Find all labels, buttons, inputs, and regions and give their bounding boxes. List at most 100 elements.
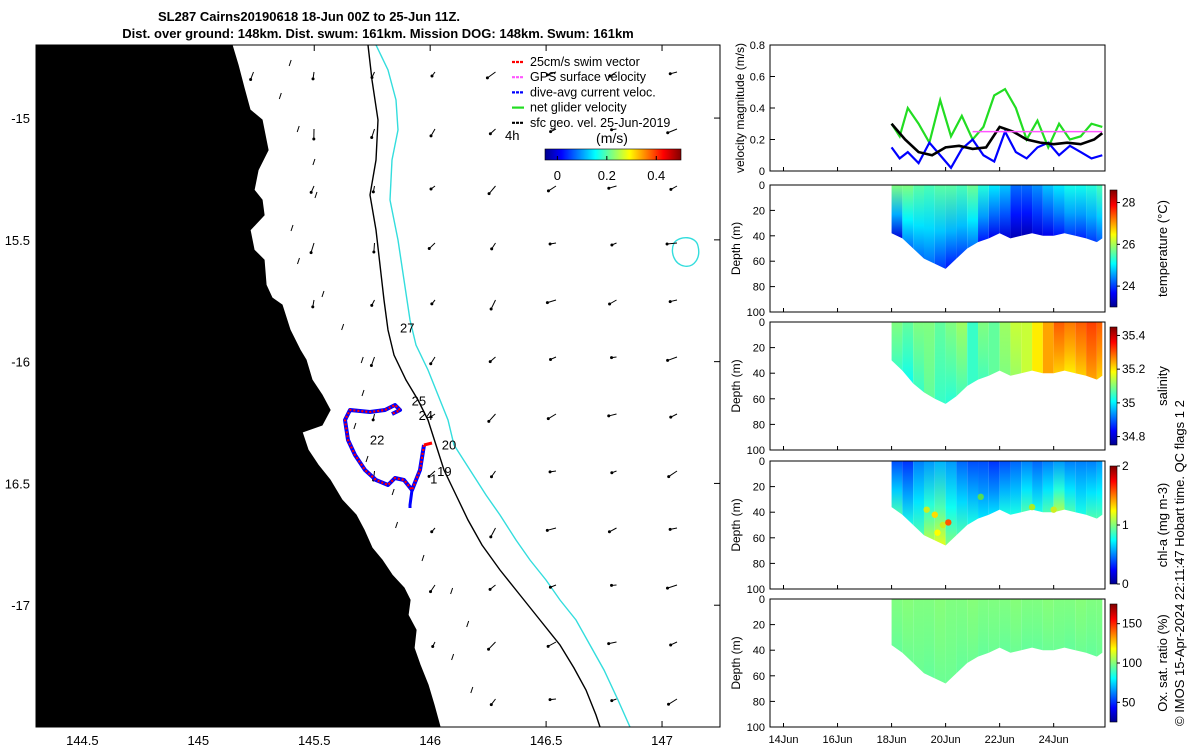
current-arrow-head — [607, 187, 610, 190]
current-arrow-head — [489, 535, 492, 538]
profile-ytick-label: 0 — [759, 180, 765, 192]
current-arrow-head — [669, 300, 672, 303]
current-arrow-head — [312, 77, 315, 80]
current-arrow-head — [370, 76, 373, 79]
profile-colorbar — [1110, 466, 1117, 584]
profile-cell — [978, 322, 989, 380]
profile-cell — [978, 599, 989, 657]
map-ytick-label: 15.5 — [5, 233, 30, 248]
profile-cell — [1000, 599, 1011, 653]
profile-cell — [946, 322, 957, 404]
profile-cell — [967, 461, 978, 525]
profile-cell — [1086, 461, 1097, 519]
current-arrow-head — [607, 414, 610, 417]
chl-spot — [945, 519, 951, 525]
chl-spot — [978, 494, 984, 500]
current-arrow-head — [431, 645, 434, 648]
current-arrow-head — [311, 305, 314, 308]
time-marker: 4h — [505, 128, 519, 143]
profile-cell — [1054, 599, 1065, 650]
colorbar-tick-label: 100 — [1122, 656, 1142, 670]
profile-cell — [1032, 599, 1043, 650]
profile-cell — [1064, 461, 1075, 512]
current-arrow-head — [667, 703, 670, 706]
profile-cell — [902, 461, 913, 525]
profile-cell — [978, 185, 989, 242]
day-label: 24 — [419, 408, 433, 423]
colorbar-tick-label: 0.2 — [598, 168, 616, 183]
legend-entry: 25cm/s swim vector — [530, 55, 640, 69]
map-colorbar — [545, 149, 681, 160]
velocity-ylabel: velocity magnitude (m/s) — [733, 43, 747, 173]
map-ytick-label: -17 — [11, 598, 30, 613]
time-xtick-label: 14Jun — [769, 734, 799, 746]
current-arrow-head — [549, 698, 552, 701]
profile-cell — [989, 185, 1000, 238]
chl-spot — [934, 529, 940, 535]
profile-cell — [1075, 599, 1086, 653]
current-arrow-head — [669, 416, 672, 419]
profile-cell — [1075, 185, 1086, 238]
profile-ytick-label: 0 — [759, 317, 765, 329]
day-label: 27 — [400, 320, 414, 335]
map-ytick-label: 16.5 — [5, 476, 30, 491]
footer-credit: © IMOS 15-Apr-2024 22:11:47 Hobart time.… — [1172, 400, 1187, 726]
profile-cell — [1086, 599, 1097, 657]
current-arrow-head — [610, 584, 613, 587]
profile-cell — [1043, 599, 1054, 650]
chl-spot — [1050, 506, 1056, 512]
profile-cell — [978, 461, 989, 519]
velocity-ytick-label: 0.2 — [750, 135, 765, 147]
profile-cell — [1086, 185, 1097, 242]
profile-cell — [924, 322, 935, 399]
profile-cell — [1032, 322, 1043, 373]
current-arrow-head — [310, 251, 313, 254]
map-xtick-label: 147 — [651, 733, 673, 748]
current-arrow-head — [549, 243, 552, 246]
colorbar-tick-label: 28 — [1122, 196, 1136, 210]
current-arrow-head — [549, 358, 552, 361]
profile-cell — [956, 322, 967, 396]
profile-cell — [1000, 185, 1011, 238]
day-label: 25 — [412, 393, 426, 408]
profile-cell — [956, 461, 967, 535]
current-arrow-head — [372, 250, 375, 253]
profile-cell — [1000, 322, 1011, 376]
time-xtick-label: 18Jun — [877, 734, 907, 746]
profile-colorbar — [1110, 327, 1117, 445]
profile-cell — [892, 185, 903, 238]
current-arrow-head — [549, 586, 552, 589]
current-arrow-head — [430, 134, 433, 137]
legend-entry: sfc geo. vel. 25-Jun-2019 — [530, 116, 670, 130]
day-label: 19 — [437, 464, 451, 479]
current-arrow-head — [608, 303, 611, 306]
profile-ytick-label: 20 — [753, 205, 765, 217]
velocity-ytick-label: 0.4 — [750, 103, 765, 115]
legend-entry: dive-avg current veloc. — [530, 85, 656, 99]
colorbar-tick-label: 35.4 — [1122, 328, 1146, 342]
profile-cell — [967, 599, 978, 663]
current-arrow-head — [370, 304, 373, 307]
current-arrow-head — [429, 590, 432, 593]
current-arrow-head — [610, 699, 613, 702]
current-arrow-head — [666, 131, 669, 134]
profile-ytick-label: 20 — [753, 343, 765, 355]
profile-cell — [946, 461, 957, 545]
profile-ytick-label: 0 — [759, 594, 765, 606]
current-arrow-head — [608, 530, 611, 533]
profile-cell — [1097, 461, 1102, 519]
map-ytick-label: -16 — [11, 355, 30, 370]
current-arrow-head — [488, 192, 491, 195]
current-arrow-head — [429, 362, 432, 365]
profile-cell — [1043, 322, 1054, 373]
profile-ytick-label: 40 — [753, 368, 765, 380]
profile-cell — [1064, 185, 1075, 236]
profile-cell — [1064, 322, 1075, 373]
current-arrow-head — [669, 72, 672, 75]
profile-ytick-label: 80 — [753, 419, 765, 431]
profile-cell — [924, 185, 935, 264]
profile-cell — [1043, 461, 1054, 512]
